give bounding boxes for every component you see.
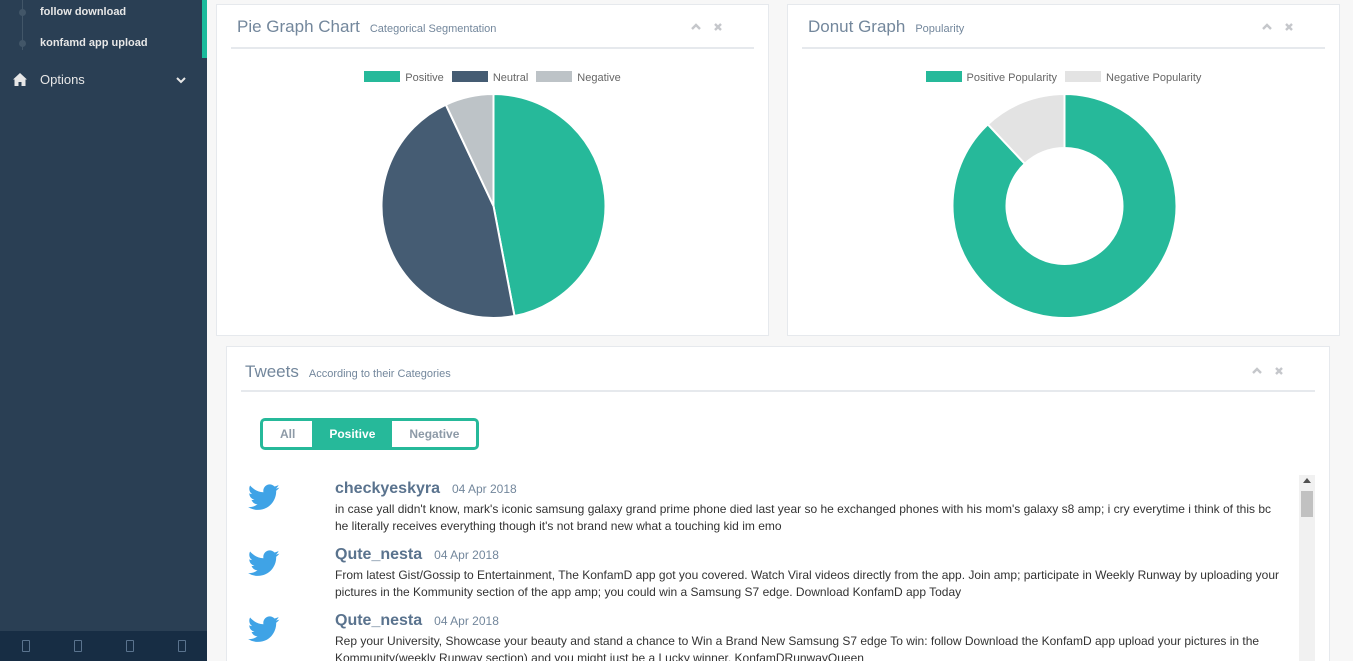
bullet-icon	[19, 40, 26, 47]
legend-swatch	[925, 71, 962, 82]
tweet-text: From latest Gist/Gossip to Entertainment…	[335, 568, 1280, 599]
legend-swatch	[451, 71, 488, 82]
sidebar-footer	[0, 631, 207, 661]
panel-divider	[802, 47, 1325, 49]
tweet-author-name[interactable]: Qute_nesta	[335, 612, 423, 629]
legend-label: Negative Popularity	[1106, 72, 1202, 84]
home-icon	[13, 73, 27, 86]
sidebar-subitem-follow-download[interactable]: follow download	[0, 2, 200, 22]
pie-chart	[380, 92, 607, 319]
sidebar-item-label: Options	[40, 72, 85, 87]
chevron-down-icon	[176, 77, 186, 84]
collapse-icon[interactable]	[1261, 21, 1273, 33]
close-icon[interactable]	[1283, 21, 1295, 33]
lock-icon[interactable]	[126, 640, 134, 652]
panel-title: Tweets According to their Categories	[245, 362, 451, 382]
tweet-date: 04 Apr 2018	[434, 548, 499, 562]
panel-divider	[241, 390, 1315, 392]
filter-all-button[interactable]: All	[280, 427, 296, 441]
twitter-icon	[248, 550, 280, 576]
subnav-line	[22, 0, 23, 50]
scroll-up-arrow-icon[interactable]	[1303, 478, 1311, 483]
legend-label: Neutral	[492, 72, 529, 84]
collapse-icon[interactable]	[690, 21, 702, 33]
panel-subtitle: Categorical Segmentation	[369, 23, 497, 35]
tweet-text: Rep your University, Showcase your beaut…	[335, 634, 1260, 661]
sidebar-subitem-label: follow download	[40, 6, 127, 18]
tweet-date: 04 Apr 2018	[451, 482, 517, 496]
panel-subtitle: Popularity	[915, 23, 965, 35]
sidebar-subitem-app-upload[interactable]: konfamd app upload	[0, 33, 200, 53]
donut-legend: Positive Popularity Negative Popularity	[788, 71, 1339, 84]
panel-subtitle: According to their Categories	[308, 368, 451, 380]
tweet-author[interactable]: Qute_nesta 04 Apr 2018	[335, 546, 499, 564]
sidebar-subnav: follow download konfamd app upload	[0, 0, 207, 58]
slice-positive-popularity[interactable]	[951, 92, 1178, 319]
tweet-author-name[interactable]: checkyeskyra	[335, 480, 440, 497]
legend-label: Positive Popularity	[966, 72, 1058, 84]
panel-tools	[1251, 365, 1285, 379]
panel-title-text: Pie Graph Chart	[237, 17, 360, 36]
tweet-author-name[interactable]: Qute_nesta	[335, 546, 423, 563]
panel-title: Donut Graph Popularity	[808, 17, 964, 37]
panel-title-text: Tweets	[245, 362, 299, 381]
panel-title-text: Donut Graph	[808, 17, 906, 36]
legend-item[interactable]: Neutral	[451, 71, 529, 84]
panel-divider	[231, 47, 754, 49]
close-icon[interactable]	[1273, 365, 1285, 377]
tweet-date: 04 Apr 2018	[434, 614, 499, 628]
legend-swatch	[536, 71, 573, 82]
slice-negative[interactable]	[444, 92, 495, 207]
sidebar-item-options[interactable]: Options	[0, 68, 207, 92]
fullscreen-icon[interactable]	[74, 640, 82, 652]
legend-item[interactable]: Positive Popularity	[925, 71, 1058, 84]
slice-positive[interactable]	[492, 92, 607, 318]
close-icon[interactable]	[712, 21, 724, 33]
legend-swatch	[364, 71, 401, 82]
pie-legend: Positive Neutral Negative	[217, 71, 768, 84]
legend-label: Negative	[577, 72, 621, 84]
pie-chart-panel: Pie Graph Chart Categorical Segmentation …	[216, 4, 769, 336]
twitter-icon	[248, 616, 280, 642]
scrollbar-thumb[interactable]	[1301, 491, 1313, 517]
legend-item[interactable]: Negative Popularity	[1065, 71, 1201, 84]
filter-positive-button[interactable]: Positive	[312, 421, 393, 447]
filter-negative-button[interactable]: Negative	[409, 427, 460, 441]
legend-item[interactable]: Negative	[536, 71, 621, 84]
logout-icon[interactable]	[178, 640, 186, 652]
tweet-author[interactable]: checkyeskyra 04 Apr 2018	[335, 480, 517, 498]
collapse-icon[interactable]	[1251, 365, 1263, 377]
tweet-author[interactable]: Qute_nesta 04 Apr 2018	[335, 612, 499, 630]
bullet-icon	[19, 9, 26, 16]
slice-neutral[interactable]	[380, 103, 516, 319]
legend-label: Positive	[405, 72, 444, 84]
panel-title: Pie Graph Chart Categorical Segmentation	[237, 17, 496, 37]
tweet-filter-group: All Positive Negative	[260, 418, 480, 450]
legend-swatch	[1065, 71, 1102, 82]
settings-icon[interactable]	[22, 640, 30, 652]
panel-tools	[1261, 21, 1295, 35]
panel-tools	[690, 21, 724, 35]
sidebar-subitem-label: konfamd app upload	[40, 37, 148, 49]
sidebar: follow download konfamd app upload Optio…	[0, 0, 207, 661]
donut-chart	[951, 92, 1178, 319]
tweets-panel: Tweets According to their Categories All …	[226, 346, 1330, 661]
slice-negative-popularity[interactable]	[986, 92, 1066, 166]
legend-item[interactable]: Positive	[364, 71, 444, 84]
tweet-text: in case yall didn't know, mark's iconic …	[335, 502, 1271, 533]
donut-chart-panel: Donut Graph Popularity Positive Popularit…	[787, 4, 1340, 336]
twitter-icon	[248, 484, 280, 510]
tweets-scrollbar[interactable]	[1299, 475, 1315, 661]
